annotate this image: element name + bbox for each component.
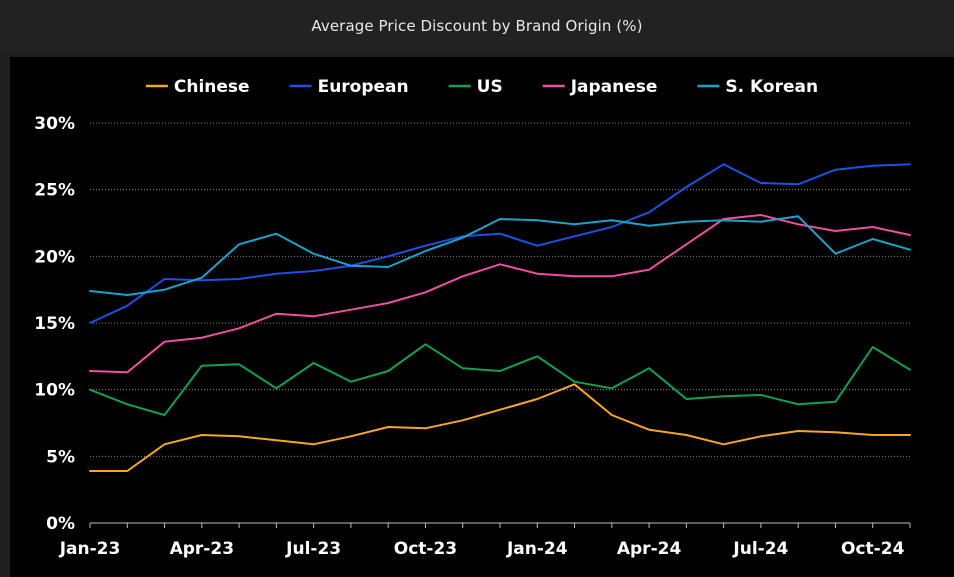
legend-label: US — [477, 77, 503, 97]
line-chart: 0% 5% 10% 15% 20% 25% 30% Jan-23 Apr-23 Jul-23 Oct… — [34, 77, 911, 559]
x-tick-label: Apr-24 — [617, 539, 682, 559]
title-bar: Average Price Discount by Brand Origin (… — [0, 0, 954, 52]
x-tick-label: Oct-24 — [841, 539, 905, 559]
legend-label: Chinese — [174, 77, 250, 97]
plot-panel: 0% 5% 10% 15% 20% 25% 30% Jan-23 Apr-23 Jul-23 Oct… — [10, 57, 954, 577]
chart-title: Average Price Discount by Brand Origin (… — [311, 17, 643, 35]
legend-label: Japanese — [570, 77, 658, 97]
y-tick-label: 15% — [34, 314, 75, 334]
grid-lines — [90, 122, 910, 457]
axes: 0% 5% 10% 15% 20% 25% 30% Jan-23 Apr-23 Jul-23 Oct… — [34, 114, 911, 559]
legend: Chinese European US Japanese S. Korean — [145, 77, 818, 97]
x-tick-label: Jan-23 — [59, 539, 121, 559]
x-tick-label: Jul-23 — [285, 539, 341, 559]
series-line-european — [89, 163, 911, 324]
series-lines — [89, 163, 911, 472]
series-line-us — [89, 343, 911, 416]
x-tick-label: Jul-24 — [732, 539, 788, 559]
y-tick-label: 5% — [46, 447, 75, 467]
y-tick-label: 10% — [34, 381, 75, 401]
y-tick-label: 25% — [34, 181, 75, 201]
x-tick-label: Jan-24 — [506, 539, 568, 559]
series-line-japanese — [89, 214, 911, 374]
series-line-s-korean — [89, 215, 911, 296]
y-tick-label: 30% — [34, 114, 75, 134]
x-tick-label: Oct-23 — [394, 539, 457, 559]
series-line-chinese — [89, 383, 911, 472]
y-tick-label: 20% — [34, 247, 75, 267]
x-tick-label: Apr-23 — [170, 539, 234, 559]
legend-label: S. Korean — [725, 77, 818, 97]
legend-label: European — [318, 77, 409, 97]
y-tick-label: 0% — [46, 514, 75, 534]
